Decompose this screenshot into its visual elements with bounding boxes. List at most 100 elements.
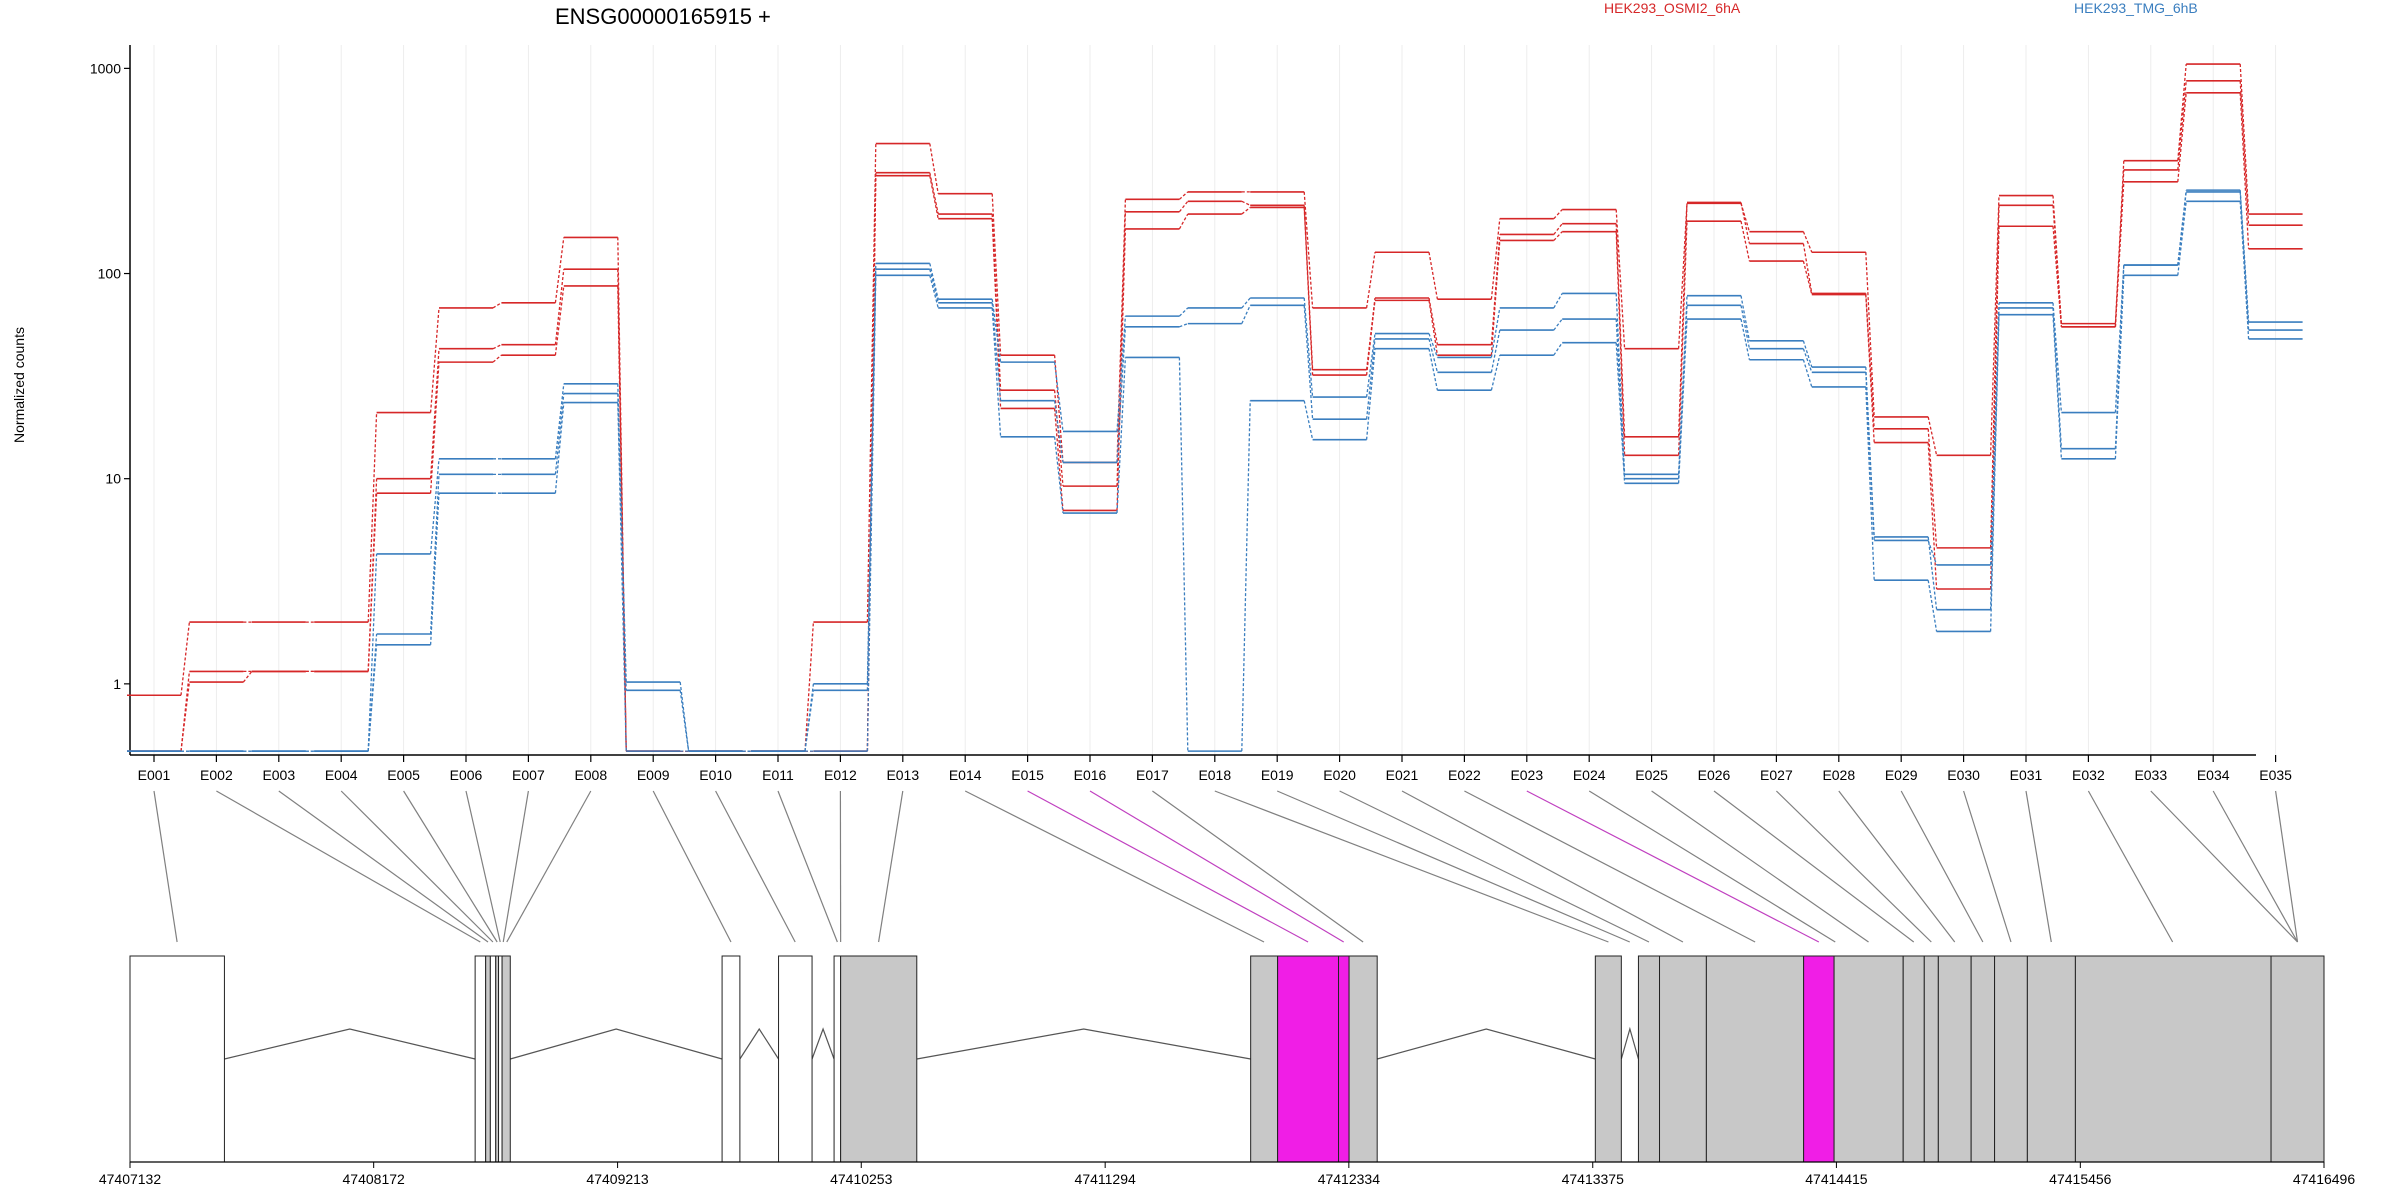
x-tick-label: E010 xyxy=(699,767,732,783)
exon-block xyxy=(1659,955,1707,1163)
x-tick-label: E013 xyxy=(886,767,919,783)
exon-block xyxy=(129,955,225,1163)
series-transitions xyxy=(181,201,2250,752)
genomic-tick-label: 47412334 xyxy=(1318,1171,1381,1187)
exon-connector-e019 xyxy=(1276,790,1631,943)
x-tick-label: E021 xyxy=(1386,767,1419,783)
exon-block xyxy=(1970,955,1996,1163)
exon-block xyxy=(1902,955,1925,1163)
exon-block xyxy=(489,955,497,1163)
legend-label-tmg: HEK293_TMG_6hB xyxy=(2074,0,2198,16)
y-tick-label: 100 xyxy=(98,266,122,282)
exon-connector-e026 xyxy=(1713,790,1915,943)
exon-block xyxy=(498,955,503,1163)
exon-connector-e031 xyxy=(2025,790,2052,943)
exon-block xyxy=(474,955,487,1163)
exon-connector-e005 xyxy=(403,790,498,943)
x-tick-label: E022 xyxy=(1448,767,1481,783)
exon-connector-e017 xyxy=(1152,790,1364,943)
x-tick-label: E011 xyxy=(762,767,794,783)
exon-connector-e006 xyxy=(465,790,501,943)
gene-model xyxy=(129,955,2325,1163)
exon-block xyxy=(1803,955,1835,1163)
x-tick-label: E002 xyxy=(200,767,233,783)
intron-line xyxy=(1377,1028,1596,1060)
exon-connector-e030 xyxy=(1963,790,2012,943)
x-tick-label: E033 xyxy=(2134,767,2167,783)
x-tick-label: E012 xyxy=(824,767,857,783)
y-axis-label: Normalized counts xyxy=(11,327,27,443)
exon-block xyxy=(2270,955,2325,1163)
plot-grid xyxy=(153,45,2277,755)
x-tick-label: E014 xyxy=(949,767,982,783)
x-tick-label: E003 xyxy=(262,767,295,783)
genomic-tick-label: 47408172 xyxy=(343,1171,406,1187)
exon-connector-e013 xyxy=(878,790,904,943)
exon-block xyxy=(501,955,511,1163)
exon-block xyxy=(1937,955,1972,1163)
genomic-tick-label: 47410253 xyxy=(830,1171,893,1187)
x-tick-label: E034 xyxy=(2197,767,2230,783)
exon-block xyxy=(840,955,918,1163)
exon-connector-e018 xyxy=(1214,790,1609,943)
exon-connector-e002 xyxy=(216,790,481,943)
genomic-tick-label: 47407132 xyxy=(99,1171,162,1187)
exon-connector-e023 xyxy=(1526,790,1820,943)
x-tick-label: E026 xyxy=(1698,767,1731,783)
exon-block xyxy=(833,955,842,1163)
intron-line xyxy=(224,1028,476,1060)
x-tick-label: E023 xyxy=(1510,767,1543,783)
x-tick-label: E017 xyxy=(1136,767,1169,783)
y-tick-label: 1 xyxy=(113,676,121,692)
exon-connector-e024 xyxy=(1588,790,1836,943)
x-tick-label: E031 xyxy=(2010,767,2043,783)
x-tick-label: E008 xyxy=(574,767,607,783)
exon-connector-e028 xyxy=(1838,790,1956,943)
x-tick-label: E019 xyxy=(1261,767,1294,783)
exon-connector-e004 xyxy=(340,790,494,943)
genomic-tick-label: 47413375 xyxy=(1562,1171,1625,1187)
exon-connector-e007 xyxy=(502,790,529,943)
x-tick-label: E018 xyxy=(1198,767,1231,783)
exon-connector-e029 xyxy=(1900,790,1984,943)
x-tick-label: E006 xyxy=(450,767,483,783)
exon-connector-e020 xyxy=(1339,790,1650,943)
y-axis: 1 10 100 1000 xyxy=(90,45,131,755)
genomic-coordinate-axis: 47407132 47408172 47409213 47410253 47411294… xyxy=(99,1161,2356,1187)
x-tick-label: E028 xyxy=(1822,767,1855,783)
exon-connector-e027 xyxy=(1775,790,1932,943)
exon-connector-e010 xyxy=(715,790,796,943)
x-tick-label: E007 xyxy=(512,767,545,783)
x-tick-label: E001 xyxy=(138,767,171,783)
x-tick-label: E016 xyxy=(1074,767,1107,783)
x-axis-exons: E001 E002 E003 E004 E005 E006 E007 E008 E009 E010… xyxy=(130,754,2292,783)
legend-label-osmi2: HEK293_OSMI2_6hA xyxy=(1604,0,1741,16)
exon-block xyxy=(1338,955,1350,1163)
exon-block xyxy=(1250,955,1279,1163)
genomic-tick-label: 47416496 xyxy=(2293,1171,2356,1187)
exon-connector-e001 xyxy=(153,790,178,943)
x-tick-label: E027 xyxy=(1760,767,1793,783)
genomic-tick-label: 47411294 xyxy=(1075,1171,1136,1187)
exon-block xyxy=(721,955,741,1163)
exon-block xyxy=(2074,955,2272,1163)
exon-block xyxy=(1994,955,2028,1163)
exon-block xyxy=(1348,955,1378,1163)
x-tick-label: E025 xyxy=(1635,767,1668,783)
exon-connector-e025 xyxy=(1651,790,1869,943)
intron-line xyxy=(1620,1026,1640,1060)
x-tick-label: E004 xyxy=(325,767,358,783)
exon-block xyxy=(1594,955,1622,1163)
exon-connector-e014 xyxy=(964,790,1265,943)
exon-block xyxy=(2026,955,2076,1163)
exon-block xyxy=(485,955,491,1163)
series-6 xyxy=(127,200,2303,752)
exon-connector-e033 xyxy=(2150,790,2298,943)
intron-line xyxy=(811,1027,835,1060)
exon-connector-e003 xyxy=(278,790,489,943)
exon-connector-e009 xyxy=(652,790,732,943)
x-tick-label: E005 xyxy=(387,767,420,783)
exon-block xyxy=(778,955,813,1163)
exon-connector-e008 xyxy=(506,790,592,943)
